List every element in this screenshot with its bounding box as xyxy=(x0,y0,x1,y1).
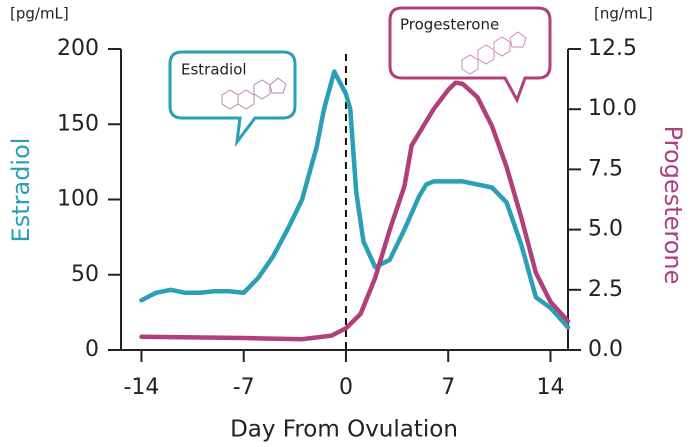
x-tick-label: -7 xyxy=(233,375,255,400)
series-line xyxy=(139,80,571,342)
y2-tick-label: 0.0 xyxy=(588,337,623,362)
series-line xyxy=(139,69,571,330)
y2-tick-label: 2.5 xyxy=(588,277,623,302)
progesterone-callout-text: Progesterone xyxy=(400,16,499,34)
y-tick-label: 100 xyxy=(57,187,99,212)
x-tick-label: 0 xyxy=(339,375,353,400)
y2-axis-label: Progesterone xyxy=(659,126,687,285)
y2-tick-label: 10.0 xyxy=(588,96,637,121)
x-tick-label: 14 xyxy=(536,375,564,400)
y2-tick-label: 5.0 xyxy=(588,217,623,242)
x-axis-label: Day From Ovulation xyxy=(230,417,458,443)
estradiol-structure xyxy=(221,77,287,110)
estradiol-callout xyxy=(168,50,297,148)
progesterone-callout xyxy=(388,6,552,104)
progesterone-structure xyxy=(461,31,527,75)
y-tick-label: 200 xyxy=(57,36,99,61)
y-tick-label: 0 xyxy=(85,337,99,362)
x-tick-label: -14 xyxy=(123,375,159,400)
estradiol-callout-text: Estradiol xyxy=(181,61,247,79)
y2-tick-label: 12.5 xyxy=(588,36,637,61)
y-axis-label: Estradiol xyxy=(7,138,35,243)
y-tick-label: 150 xyxy=(57,111,99,136)
plot xyxy=(139,54,571,350)
y-tick-label: 50 xyxy=(71,262,99,287)
right-unit: [ng/mL] xyxy=(594,5,653,23)
y2-tick-label: 7.5 xyxy=(588,156,623,181)
left-unit: [pg/mL] xyxy=(10,5,69,23)
x-tick-label: 7 xyxy=(441,375,455,400)
